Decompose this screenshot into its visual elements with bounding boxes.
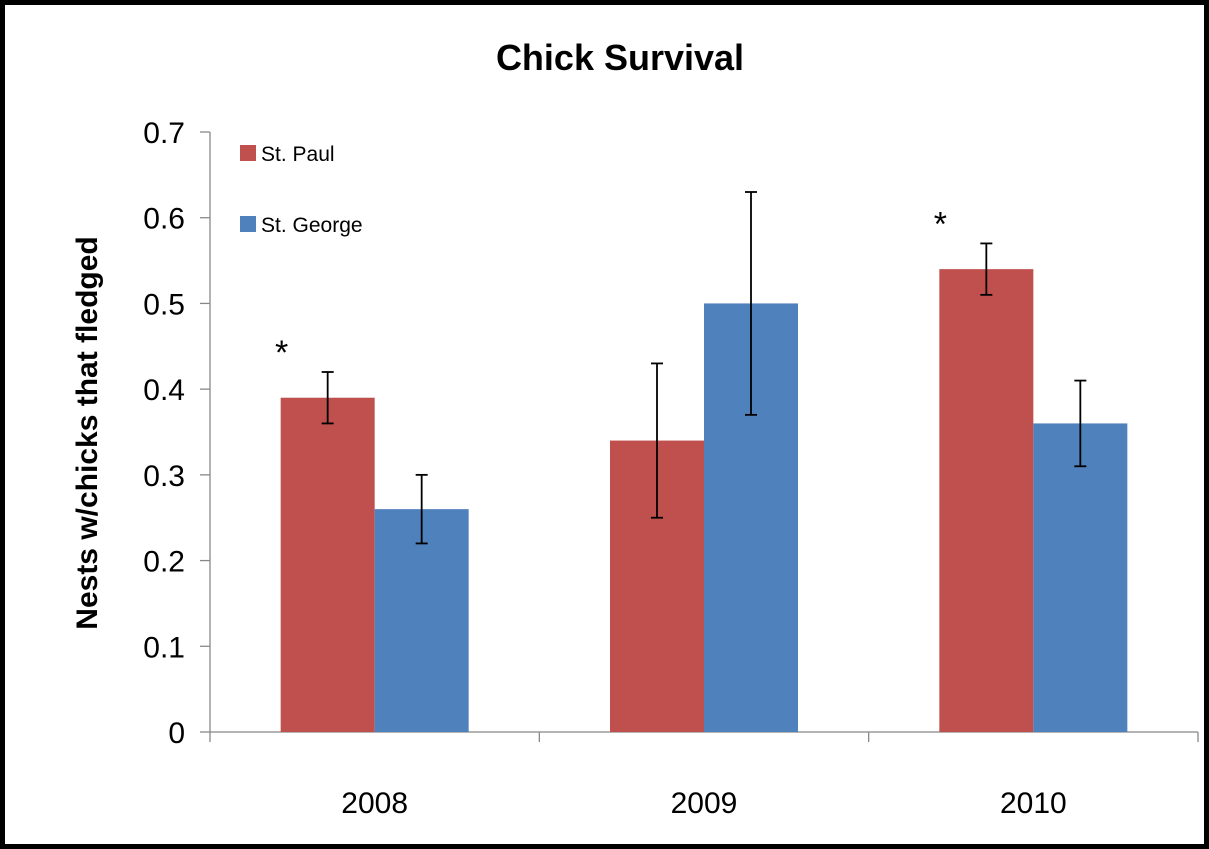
bar	[1033, 423, 1128, 732]
y-tick-label: 0.1	[143, 631, 185, 664]
legend-swatch	[240, 145, 256, 161]
significance-marker: *	[275, 334, 288, 372]
legend: St. Paul St. George	[240, 143, 363, 237]
y-tick-label: 0.5	[143, 288, 185, 321]
bar	[374, 509, 469, 732]
y-tick-label: 0	[168, 717, 185, 750]
bar	[939, 269, 1034, 732]
chart-title: Chick Survival	[496, 37, 744, 78]
legend-label: St. Paul	[261, 143, 335, 166]
y-tick-label: 0.7	[143, 117, 185, 150]
y-tick-label: 0.2	[143, 546, 185, 579]
y-tick-label: 0.3	[143, 460, 185, 493]
legend-label: St. George	[261, 214, 363, 237]
bar	[280, 397, 375, 732]
x-tick-label: 2009	[671, 787, 738, 820]
x-tick-label: 2008	[341, 787, 408, 820]
legend-swatch	[240, 216, 256, 232]
y-axis-label: Nests w/chicks that fledged	[71, 236, 104, 629]
significance-marker: *	[934, 205, 947, 243]
error-bars	[321, 191, 1087, 545]
y-tick-label: 0.6	[143, 203, 185, 236]
x-tick-label: 2010	[1000, 787, 1067, 820]
annotations: **	[275, 205, 947, 372]
y-tick-label: 0.4	[143, 374, 185, 407]
bars	[280, 269, 1128, 732]
